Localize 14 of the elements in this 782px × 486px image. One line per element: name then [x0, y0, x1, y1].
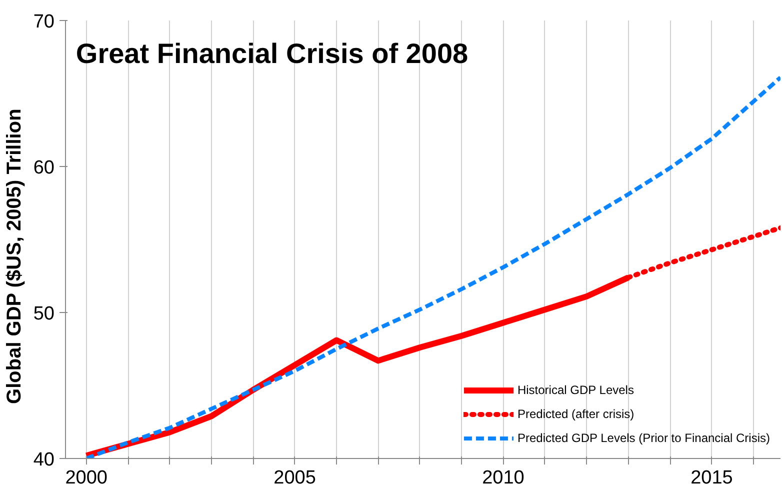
y-tick-label: 60	[33, 158, 55, 178]
x-tick-label: 2015	[690, 468, 733, 486]
y-tick-label: 40	[33, 450, 55, 470]
line-series	[84, 75, 780, 458]
x-tick-label: 2000	[65, 468, 108, 486]
legend-label: Predicted (after crisis)	[517, 407, 634, 421]
y-tick-label: 70	[33, 12, 55, 32]
text: Great Financial Crisis of 2008	[76, 38, 468, 70]
x-tick-label: 2010	[482, 468, 524, 486]
x-tick-label: 2005	[274, 468, 316, 486]
y-tick-label: 50	[33, 304, 55, 324]
y-axis-title: Global GDP ($US, 2005) Trillion	[3, 108, 26, 404]
legend-label: Historical GDP Levels	[517, 383, 634, 397]
legend-label: Predicted GDP Levels (Prior to Financial Crisis)	[517, 431, 770, 445]
